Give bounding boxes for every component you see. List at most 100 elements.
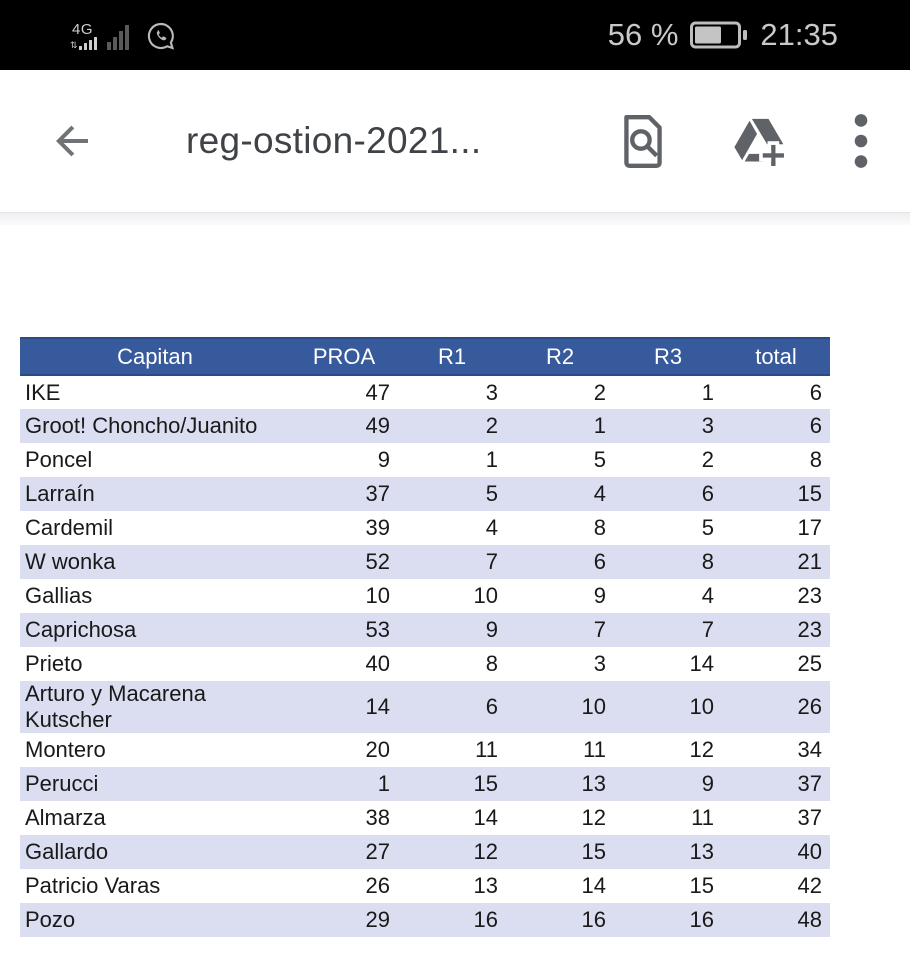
value-cell: 3 <box>701 413 714 438</box>
table-row: Montero 20 11 11 12 34 <box>20 733 830 767</box>
value-cell: 14 <box>581 873 606 898</box>
value-cell: 6 <box>809 379 822 405</box>
value-cell: 1 <box>701 379 714 405</box>
value-cell: 11 <box>475 737 498 762</box>
value-cell: 37 <box>797 805 822 830</box>
table-body: IKE 47 3 2 1 6 Groot! Choncho/Juanito 49 2 1 3 6 Pon… <box>20 375 830 937</box>
value-cell: 9 <box>593 583 606 608</box>
signal-bars-sim2-icon <box>106 25 129 50</box>
column-header-r2: R2 <box>506 337 614 376</box>
value-cell: 13 <box>689 839 714 864</box>
value-cell: 17 <box>797 515 822 540</box>
value-cell: 34 <box>797 737 822 762</box>
capitan-cell: Patricio Varas <box>25 873 161 898</box>
value-cell: 11 <box>691 805 714 830</box>
table-row: Gallias 10 10 9 4 23 <box>20 579 830 613</box>
value-cell: 8 <box>485 651 498 676</box>
document-title: reg-ostion-2021... <box>186 120 482 161</box>
table-row: Caprichosa 53 9 7 7 23 <box>20 613 830 647</box>
value-cell: 2 <box>485 413 498 438</box>
table-row: Poncel 9 1 5 2 8 <box>20 443 830 477</box>
value-cell: 47 <box>365 379 390 405</box>
value-cell: 5 <box>593 447 606 472</box>
value-cell: 14 <box>365 694 390 719</box>
table-row: Cardemil 39 4 8 5 17 <box>20 511 830 545</box>
value-cell: 15 <box>581 839 606 864</box>
value-cell: 48 <box>797 907 822 932</box>
network-type-label: 4G <box>72 21 94 38</box>
whatsapp-icon <box>145 20 177 52</box>
value-cell: 1 <box>377 771 390 796</box>
add-to-drive-button[interactable] <box>730 113 792 169</box>
overflow-menu-icon <box>854 112 868 170</box>
value-cell: 2 <box>701 447 714 472</box>
column-header-total: total <box>722 337 830 376</box>
value-cell: 10 <box>365 583 390 608</box>
score-table: Capitan PROA R1 R2 R3 total IKE 47 3 2 1 6 Gro… <box>20 337 830 937</box>
value-cell: 37 <box>365 481 390 506</box>
value-cell: 15 <box>689 873 714 898</box>
column-header-r1: R1 <box>398 337 506 376</box>
value-cell: 7 <box>485 549 498 574</box>
status-bar: 4G ⇅ 56 % 21:35 <box>0 0 910 70</box>
value-cell: 27 <box>365 839 390 864</box>
capitan-cell: Almarza <box>25 805 106 830</box>
value-cell: 13 <box>473 873 498 898</box>
table-row: Gallardo 27 12 15 13 40 <box>20 835 830 869</box>
capitan-cell: Perucci <box>25 771 99 796</box>
value-cell: 3 <box>593 651 606 676</box>
column-header-r3: R3 <box>614 337 722 376</box>
value-cell: 39 <box>365 515 390 540</box>
table-row: Patricio Varas 26 13 14 15 42 <box>20 869 830 903</box>
capitan-cell: IKE <box>25 379 61 405</box>
capitan-cell: Gallias <box>25 583 93 608</box>
table-row: Almarza 38 14 12 11 37 <box>20 801 830 835</box>
value-cell: 21 <box>797 549 822 574</box>
value-cell: 8 <box>593 515 606 540</box>
capitan-cell: Poncel <box>25 447 93 472</box>
table-row: Pozo 29 16 16 16 48 <box>20 903 830 937</box>
capitan-cell: W wonka <box>25 549 116 574</box>
column-header-capitan: Capitan <box>20 337 290 376</box>
value-cell: 16 <box>473 907 498 932</box>
value-cell: 40 <box>797 839 822 864</box>
value-cell: 1 <box>593 413 606 438</box>
value-cell: 12 <box>473 839 498 864</box>
value-cell: 6 <box>593 549 606 574</box>
clock-label: 21:35 <box>760 17 838 52</box>
value-cell: 38 <box>365 805 390 830</box>
overflow-menu-button[interactable] <box>854 112 868 170</box>
value-cell: 23 <box>797 617 822 642</box>
value-cell: 42 <box>797 873 822 898</box>
find-in-page-icon <box>618 112 668 170</box>
value-cell: 16 <box>581 907 606 932</box>
value-cell: 10 <box>581 694 606 719</box>
signal-bars-icon <box>78 37 97 50</box>
value-cell: 4 <box>593 481 606 506</box>
find-in-page-button[interactable] <box>618 112 668 170</box>
value-cell: 5 <box>485 481 498 506</box>
capitan-cell: Groot! Choncho/Juanito <box>25 413 258 438</box>
value-cell: 15 <box>473 771 498 796</box>
value-cell: 26 <box>797 694 822 719</box>
value-cell: 40 <box>365 651 390 676</box>
capitan-cell: Pozo <box>25 907 76 932</box>
back-button[interactable] <box>46 115 98 167</box>
value-cell: 10 <box>689 694 714 719</box>
value-cell: 52 <box>365 549 390 574</box>
column-header-proa: PROA <box>290 337 398 376</box>
value-cell: 4 <box>701 583 714 608</box>
value-cell: 53 <box>365 617 390 642</box>
value-cell: 15 <box>797 481 822 506</box>
table-row: Perucci 1 15 13 9 37 <box>20 767 830 801</box>
value-cell: 6 <box>701 481 714 506</box>
toolbar-divider <box>0 212 910 225</box>
battery-icon <box>690 20 748 50</box>
document-toolbar: reg-ostion-2021... <box>0 70 910 212</box>
table-row: IKE 47 3 2 1 6 <box>20 375 830 409</box>
value-cell: 37 <box>797 771 822 796</box>
capitan-cell: Gallardo <box>25 839 109 864</box>
value-cell: 14 <box>689 651 714 676</box>
value-cell: 9 <box>377 447 390 472</box>
table-header-row: Capitan PROA R1 R2 R3 total <box>20 337 830 376</box>
